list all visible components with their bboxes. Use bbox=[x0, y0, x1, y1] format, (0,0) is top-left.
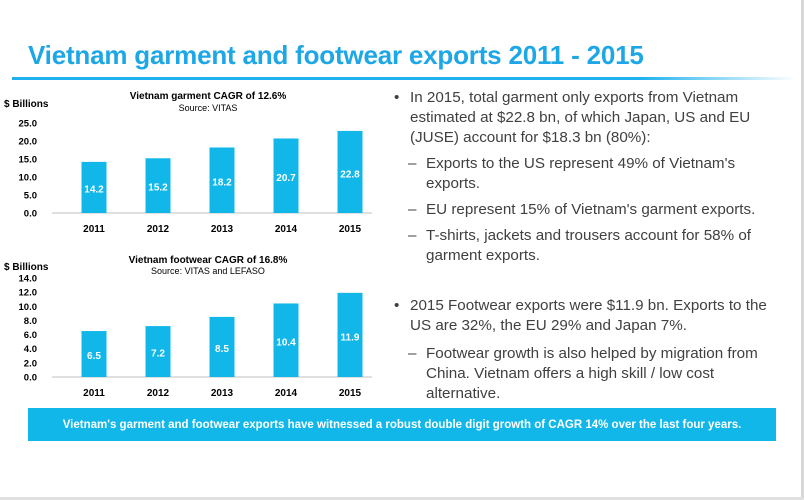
y-tick-label: 10.0 bbox=[19, 173, 38, 184]
bar-data-label: 8.5 bbox=[215, 344, 229, 355]
footwear-exports-chart: Vietnam footwear CAGR of 16.8%Source: VI… bbox=[4, 255, 372, 399]
x-tick-label: 2013 bbox=[211, 224, 234, 235]
x-tick-label: 2015 bbox=[339, 388, 362, 399]
sub-bullet-eu-garment: EU represent 15% of Vietnam's garment ex… bbox=[392, 200, 787, 220]
bar-data-label: 22.8 bbox=[340, 170, 360, 181]
bar-data-label: 11.9 bbox=[341, 333, 360, 344]
x-tick-label: 2013 bbox=[211, 388, 234, 399]
bullet-footwear: 2015 Footwear exports were $11.9 bn. Exp… bbox=[392, 296, 787, 336]
bar-data-label: 18.2 bbox=[212, 178, 232, 189]
bullet-garment: In 2015, total garment only exports from… bbox=[392, 88, 787, 148]
sub-bullet-us-garment: Exports to the US represent 49% of Vietn… bbox=[392, 154, 787, 194]
y-tick-label: 5.0 bbox=[24, 191, 37, 202]
y-tick-label: 12.0 bbox=[19, 288, 38, 299]
y-tick-label: 6.0 bbox=[24, 330, 37, 341]
bar bbox=[81, 161, 107, 213]
y-tick-label: 2.0 bbox=[24, 358, 37, 369]
bar-data-label: 14.2 bbox=[84, 184, 104, 195]
y-axis-label: $ Billions bbox=[4, 262, 49, 273]
y-tick-label: 4.0 bbox=[24, 344, 37, 355]
y-tick-label: 0.0 bbox=[24, 373, 37, 384]
y-axis-label: $ Billions bbox=[4, 99, 49, 110]
sub-bullet-footwear-growth: Footwear growth is also helped by migrat… bbox=[392, 344, 787, 404]
bar bbox=[81, 331, 107, 377]
slide-title: Vietnam garment and footwear exports 201… bbox=[28, 40, 644, 70]
title-underline bbox=[12, 77, 796, 80]
x-tick-label: 2012 bbox=[147, 224, 170, 235]
x-tick-label: 2011 bbox=[83, 224, 105, 235]
y-tick-label: 25.0 bbox=[19, 119, 38, 130]
bar bbox=[273, 303, 299, 377]
chart-subtitle: Source: VITAS and LEFASO bbox=[151, 266, 265, 276]
x-tick-label: 2011 bbox=[83, 388, 105, 399]
y-tick-label: 14.0 bbox=[19, 274, 38, 285]
y-tick-label: 0.0 bbox=[24, 209, 37, 220]
y-tick-label: 10.0 bbox=[19, 302, 38, 313]
bar bbox=[337, 292, 363, 377]
y-tick-label: 15.0 bbox=[19, 155, 38, 166]
chart-title: Vietnam garment CAGR of 12.6% bbox=[130, 91, 287, 102]
bar-data-label: 15.2 bbox=[148, 183, 168, 194]
bar bbox=[145, 326, 171, 377]
bar-data-label: 20.7 bbox=[276, 173, 296, 184]
slide-right-border bbox=[801, 0, 804, 500]
slide-bottom-border bbox=[0, 497, 804, 500]
bar-data-label: 7.2 bbox=[151, 349, 165, 360]
summary-banner: Vietnam's garment and footwear exports h… bbox=[28, 408, 776, 441]
y-tick-label: 20.0 bbox=[19, 137, 38, 148]
garment-exports-chart: Vietnam garment CAGR of 12.6%Source: VIT… bbox=[4, 91, 372, 235]
bar-data-label: 10.4 bbox=[276, 338, 296, 349]
bar bbox=[209, 316, 235, 377]
bar-data-label: 6.5 bbox=[87, 351, 101, 362]
bar bbox=[209, 147, 235, 213]
bar bbox=[273, 138, 299, 213]
bullet-list: In 2015, total garment only exports from… bbox=[392, 88, 787, 404]
chart-title: Vietnam footwear CAGR of 16.8% bbox=[129, 255, 288, 266]
x-tick-label: 2012 bbox=[147, 388, 170, 399]
x-tick-label: 2014 bbox=[275, 224, 298, 235]
chart-subtitle: Source: VITAS bbox=[179, 103, 238, 113]
bar bbox=[337, 130, 363, 213]
bar bbox=[145, 158, 171, 213]
y-tick-label: 8.0 bbox=[24, 316, 37, 327]
x-tick-label: 2014 bbox=[275, 388, 298, 399]
x-tick-label: 2015 bbox=[339, 224, 362, 235]
sub-bullet-product-mix: T-shirts, jackets and trousers account f… bbox=[392, 226, 787, 266]
